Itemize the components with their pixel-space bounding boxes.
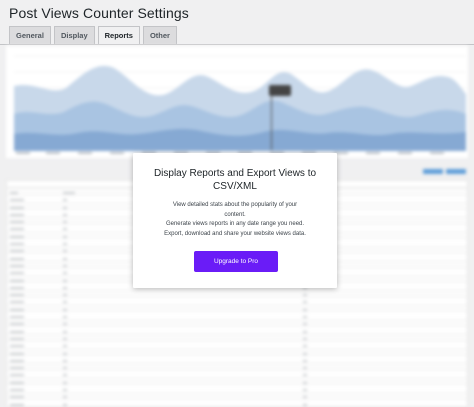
table-row bbox=[7, 283, 467, 297]
table-row bbox=[7, 400, 467, 407]
export-xml-button[interactable] bbox=[446, 169, 466, 174]
table-row bbox=[7, 290, 467, 304]
table-row bbox=[7, 327, 467, 340]
table-row bbox=[7, 348, 467, 362]
overlay-description-line: View detailed stats about the popularity… bbox=[172, 202, 298, 208]
upgrade-to-pro-button[interactable]: Upgrade to Pro bbox=[194, 251, 278, 272]
tab-reports[interactable]: Reports bbox=[97, 26, 140, 44]
overlay-description-line: Export, download and share your website … bbox=[164, 230, 306, 237]
overlay-description-line: Generate views reports in any date range… bbox=[165, 221, 305, 227]
table-row bbox=[7, 298, 467, 311]
table-row bbox=[7, 319, 467, 333]
page-title: Post Views Counter Settings bbox=[9, 5, 189, 21]
overlay-description-line: content. bbox=[224, 211, 246, 218]
table-row bbox=[7, 334, 467, 348]
table-row bbox=[7, 305, 467, 319]
chart-tooltip-line bbox=[271, 96, 272, 150]
tab-other[interactable]: Other bbox=[142, 26, 177, 44]
export-csv-button[interactable] bbox=[423, 169, 443, 174]
views-chart-placeholder bbox=[6, 46, 468, 158]
tab-display[interactable]: Display bbox=[53, 26, 95, 44]
table-row bbox=[7, 385, 467, 399]
export-buttons bbox=[423, 169, 466, 174]
upgrade-overlay-card: Display Reports and Export Views to CSV/… bbox=[133, 153, 337, 288]
table-row bbox=[7, 356, 467, 370]
table-row bbox=[7, 378, 467, 392]
table-row bbox=[7, 342, 467, 355]
tabs-divider bbox=[0, 44, 474, 45]
chart-tooltip bbox=[269, 85, 291, 96]
table-row bbox=[7, 371, 467, 384]
table-row bbox=[7, 312, 467, 326]
chart-area-dark bbox=[14, 129, 466, 151]
overlay-description: View detailed stats about the popularity… bbox=[143, 201, 327, 239]
table-row bbox=[7, 392, 467, 406]
overlay-title: Display Reports and Export Views to CSV/… bbox=[153, 168, 317, 192]
table-row bbox=[7, 363, 467, 377]
settings-tabs: General Display Reports Other bbox=[9, 26, 177, 44]
tab-general[interactable]: General bbox=[9, 26, 51, 44]
